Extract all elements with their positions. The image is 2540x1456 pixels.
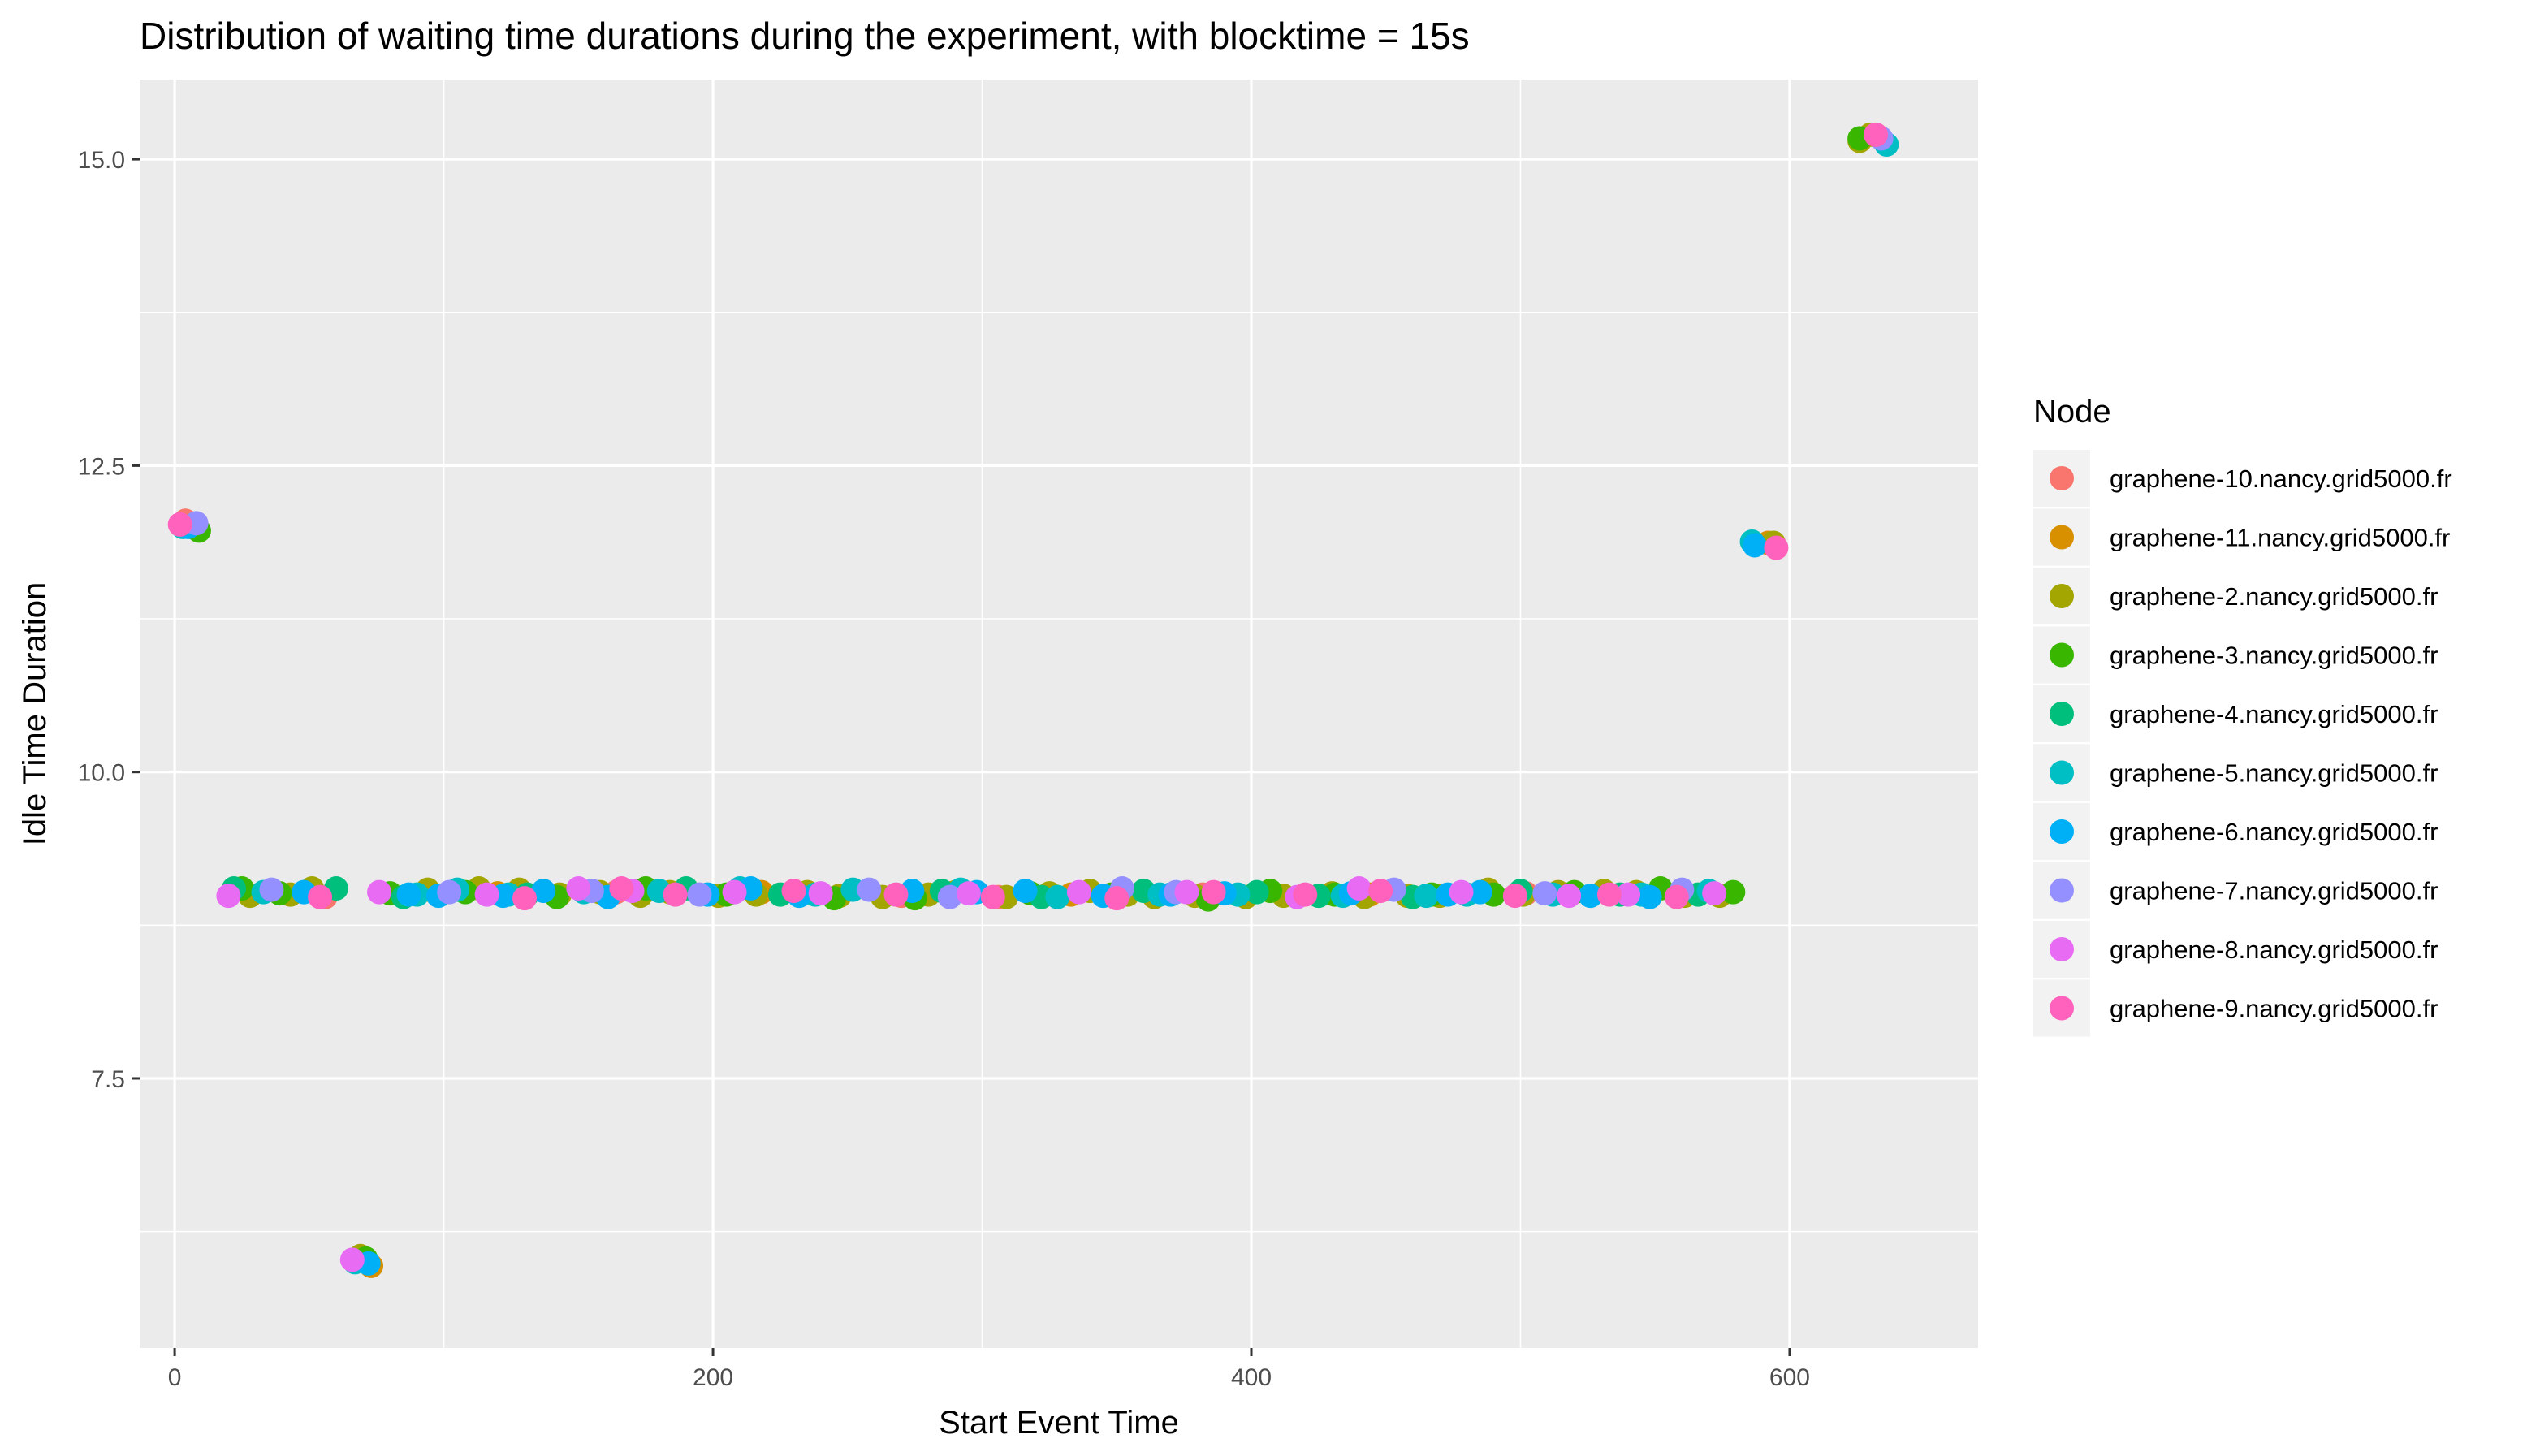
x-tick-label: 400: [1231, 1364, 1272, 1391]
x-tick-label: 600: [1769, 1364, 1810, 1391]
legend-key: [2050, 702, 2074, 726]
data-point: [512, 886, 538, 911]
data-point: [1596, 882, 1622, 907]
data-point: [1449, 879, 1474, 905]
data-point: [1721, 879, 1746, 905]
legend-label: graphene-10.nancy.grid5000.fr: [2110, 464, 2452, 493]
legend-items: graphene-10.nancy.grid5000.fr graphene-11…: [2033, 450, 2452, 1037]
data-point: [1557, 884, 1582, 909]
legend-key: [2050, 584, 2074, 608]
legend: Node graphene-10.nancy.grid5000.frgraphe…: [2033, 394, 2452, 1037]
data-point: [687, 882, 712, 907]
plot-panel: [140, 80, 1978, 1348]
legend-key: [2050, 642, 2074, 668]
data-point: [1414, 884, 1439, 909]
data-point: [1201, 879, 1226, 905]
y-tick-label: 15.0: [78, 147, 125, 174]
grid-minor: [140, 80, 1978, 1348]
data-point: [663, 882, 688, 907]
data-point: [1742, 533, 1767, 558]
data-point: [216, 884, 241, 909]
data-point: [474, 882, 499, 907]
legend-key: [2050, 466, 2074, 490]
y-tick-label: 7.5: [91, 1066, 125, 1093]
legend-label: graphene-8.nancy.grid5000.fr: [2110, 935, 2438, 964]
data-point: [1578, 884, 1603, 909]
data-point: [808, 881, 833, 906]
x-tick-label: 0: [168, 1364, 182, 1391]
data-point: [1502, 884, 1527, 909]
legend-key: [2050, 819, 2074, 844]
data-point: [722, 879, 747, 905]
data-point: [1637, 884, 1662, 909]
data-point: [1532, 881, 1557, 906]
data-point: [396, 882, 421, 907]
data-point: [566, 876, 591, 901]
points-layer: [167, 122, 1899, 1278]
legend-key: [2050, 878, 2074, 903]
legend-label: graphene-11.nancy.grid5000.fr: [2110, 524, 2450, 552]
legend-label: graphene-7.nancy.grid5000.fr: [2110, 877, 2438, 905]
data-point: [367, 879, 392, 905]
data-point: [1244, 879, 1269, 905]
data-point: [339, 1247, 365, 1272]
data-point: [857, 877, 882, 902]
legend-label: graphene-2.nancy.grid5000.fr: [2110, 582, 2438, 611]
data-point: [1864, 122, 1889, 147]
x-axis-ticks: 0 200 400 600: [168, 1348, 1810, 1391]
data-point: [1045, 884, 1070, 909]
data-point: [980, 884, 1005, 909]
data-point: [1293, 882, 1318, 907]
data-point: [1664, 884, 1689, 909]
data-point: [531, 879, 556, 904]
y-tick-label: 10.0: [78, 760, 125, 787]
legend-key: [2050, 525, 2074, 550]
grid-major: [140, 80, 1978, 1348]
x-tick-label: 200: [693, 1364, 733, 1391]
legend-label: graphene-5.nancy.grid5000.fr: [2110, 759, 2438, 788]
legend-label: graphene-9.nancy.grid5000.fr: [2110, 995, 2438, 1023]
data-point: [1467, 879, 1492, 905]
data-point: [1702, 881, 1727, 906]
data-point: [308, 884, 333, 909]
data-point: [883, 882, 909, 907]
data-point: [609, 876, 634, 901]
legend-key: [2050, 996, 2074, 1021]
data-point: [1346, 876, 1372, 901]
data-point: [167, 512, 192, 537]
data-point: [1174, 879, 1199, 905]
data-point: [781, 879, 806, 904]
data-point: [1368, 879, 1393, 904]
data-point: [1764, 535, 1789, 560]
data-point: [956, 881, 981, 906]
data-point: [937, 884, 962, 909]
y-axis-title: Idle Time Duration: [17, 582, 53, 846]
legend-key: [2050, 760, 2074, 785]
data-point: [437, 879, 462, 905]
data-point: [1104, 886, 1130, 911]
data-point: [1066, 879, 1091, 905]
x-axis-title: Start Event Time: [939, 1405, 1179, 1441]
data-point: [1616, 882, 1641, 907]
legend-label: graphene-3.nancy.grid5000.fr: [2110, 642, 2438, 670]
chart-title: Distribution of waiting time durations d…: [140, 15, 1470, 57]
legend-label: graphene-6.nancy.grid5000.fr: [2110, 818, 2438, 846]
legend-key: [2050, 937, 2074, 961]
y-axis-ticks: 7.5 10.0 12.5 15.0: [78, 147, 140, 1093]
legend-title: Node: [2033, 394, 2111, 430]
data-point: [1013, 879, 1038, 904]
legend-label: graphene-4.nancy.grid5000.fr: [2110, 700, 2438, 728]
data-point: [259, 877, 284, 902]
y-tick-label: 12.5: [78, 453, 125, 480]
